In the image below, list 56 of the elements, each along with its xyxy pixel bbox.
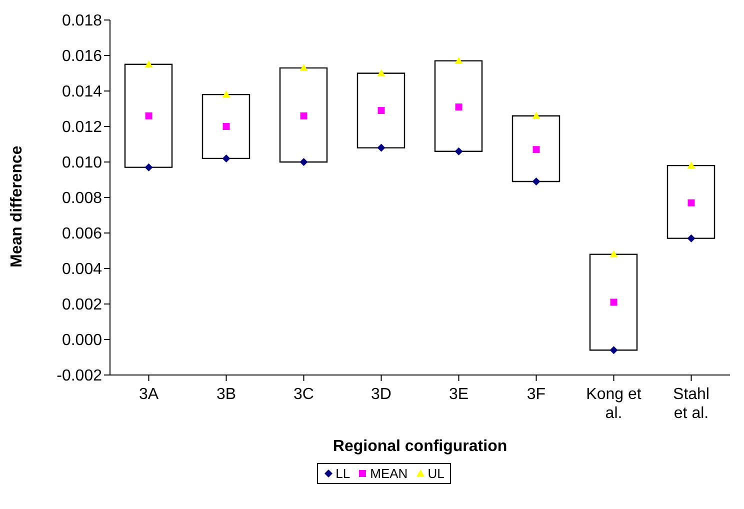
- point: [300, 64, 308, 71]
- point: [532, 146, 540, 154]
- point: [222, 154, 230, 162]
- x-tick-label: 3F: [526, 386, 546, 403]
- y-tick-label: 0.010: [62, 154, 102, 172]
- y-tick-label: 0.014: [62, 84, 102, 101]
- y-tick-label: 0.004: [62, 261, 102, 278]
- bar: [202, 94, 250, 160]
- legend-label: LL: [336, 466, 350, 481]
- x-tick-label: 3C: [294, 386, 314, 403]
- point: [454, 147, 463, 156]
- point: [145, 112, 152, 120]
- point: [532, 178, 540, 186]
- point: [687, 162, 696, 169]
- y-tick-label: 0.006: [62, 226, 102, 243]
- point: [610, 298, 618, 306]
- bar: [666, 164, 716, 239]
- y-tick-label: 0.000: [62, 332, 102, 350]
- x-axis-title: Regional configuration: [332, 438, 508, 455]
- y-tick-label: 0.016: [62, 48, 102, 66]
- point: [378, 107, 385, 114]
- y-tick-label: 0.012: [62, 119, 102, 136]
- bar: [124, 64, 173, 168]
- point: [377, 144, 386, 152]
- point: [377, 69, 386, 76]
- x-tick-label: 3E: [448, 386, 469, 403]
- bar: [279, 67, 328, 163]
- point: [610, 250, 618, 258]
- bar: [512, 115, 560, 182]
- point: [610, 346, 618, 354]
- x-tick-label: 3A: [138, 386, 159, 403]
- y-tick-label: 0.002: [62, 296, 102, 314]
- point: [300, 158, 308, 166]
- point: [144, 163, 153, 172]
- y-tick-label: 0.018: [62, 12, 102, 30]
- point: [455, 103, 462, 110]
- y-tick-label: 0.008: [62, 190, 102, 208]
- point: [687, 234, 696, 242]
- x-tick-label: 3D: [371, 386, 392, 403]
- point: [688, 199, 695, 206]
- point: [300, 112, 308, 120]
- point: [222, 123, 230, 130]
- y-axis-title: Mean difference: [8, 146, 26, 268]
- y-tick-label: -0.002: [56, 368, 102, 385]
- point: [454, 56, 463, 64]
- bar: [434, 60, 483, 152]
- x-tick-label: Kong et al.: [586, 386, 642, 422]
- bar: [356, 72, 406, 148]
- point: [222, 90, 230, 98]
- point: [532, 112, 540, 119]
- point: [144, 60, 153, 68]
- legend-label: UL: [428, 466, 444, 481]
- x-tick-label: Stahl et al.: [673, 386, 710, 422]
- bar: [589, 254, 638, 351]
- legend-label: MEAN: [370, 466, 408, 481]
- x-tick-label: 3B: [216, 386, 236, 403]
